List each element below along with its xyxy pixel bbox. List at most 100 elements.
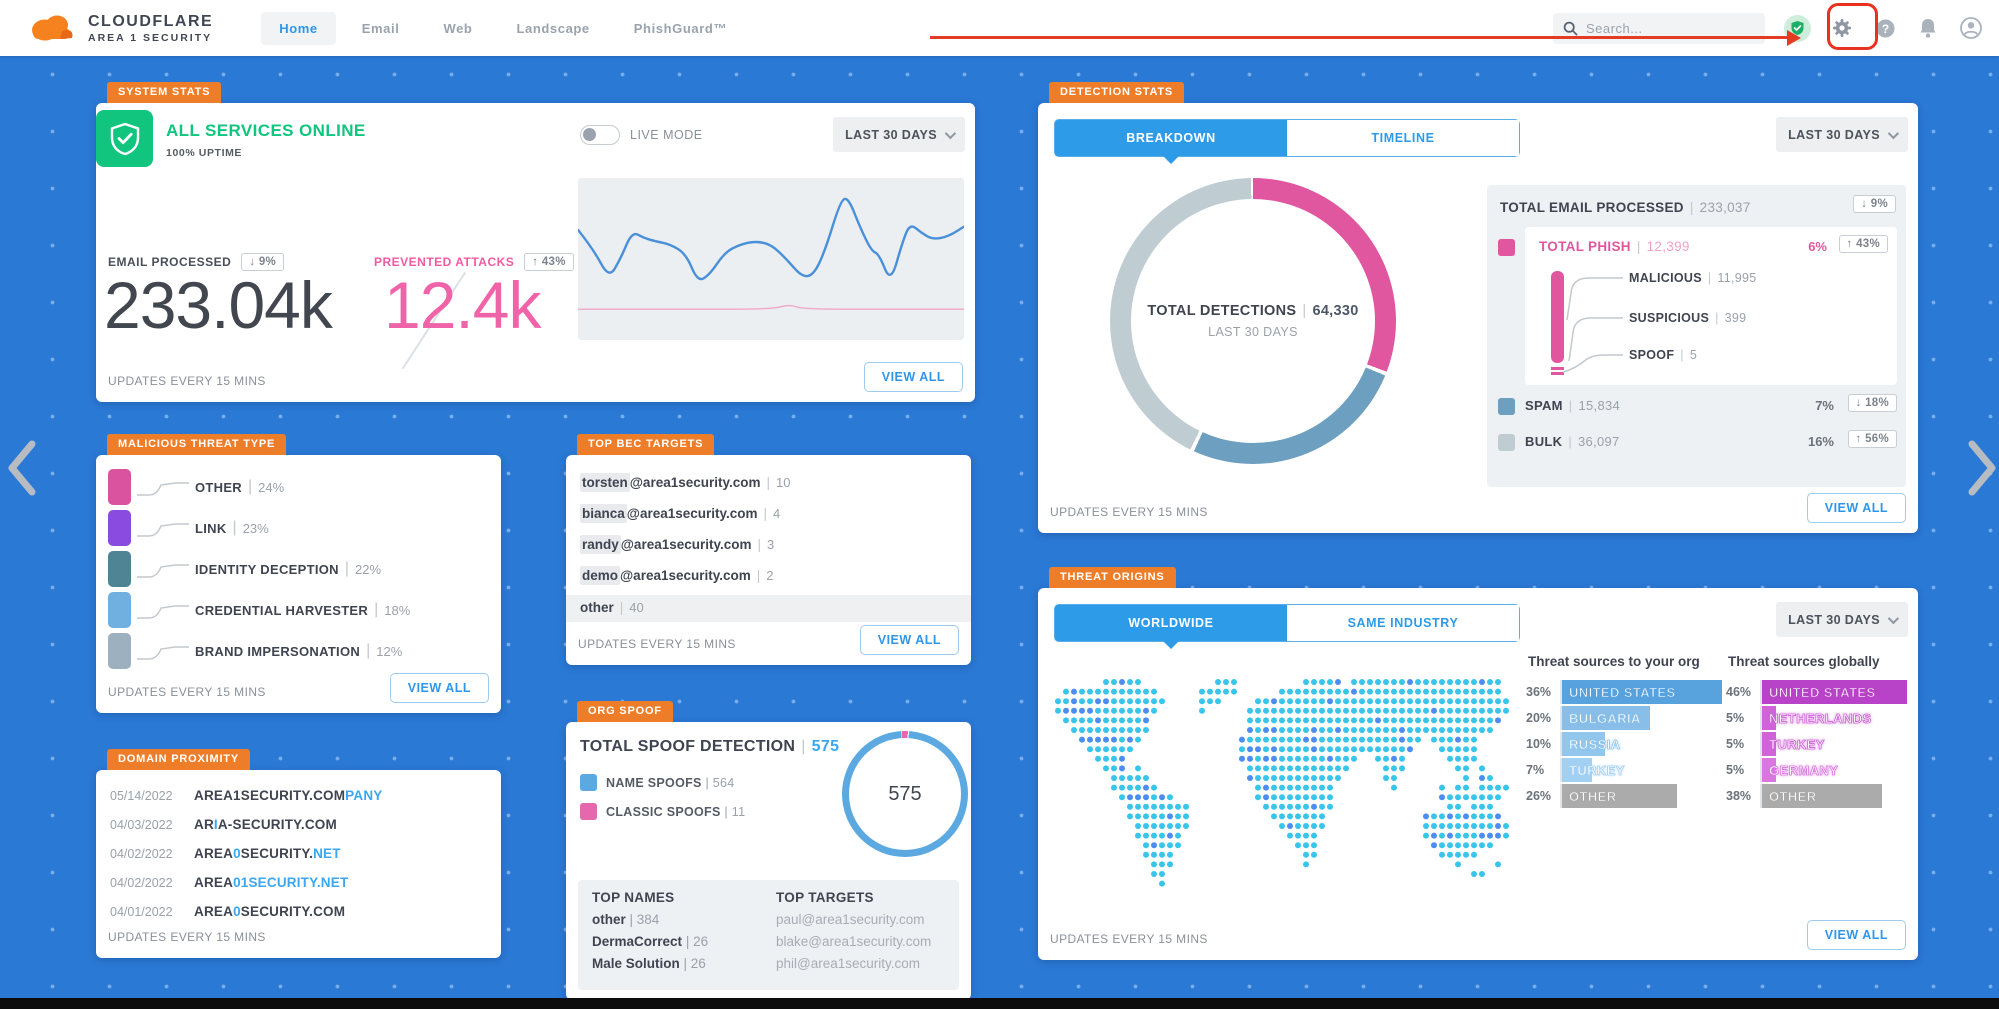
top-target-row: paul@area1security.com (776, 912, 925, 927)
top-target-row: blake@area1security.com (776, 934, 932, 949)
updates-label: UPDATES EVERY 15 MINS (578, 637, 736, 651)
total-email-delta-badge: ↓ 9% (1853, 195, 1896, 213)
domain-row: 05/14/2022 AREA1SECURITY.COMPANY (110, 788, 383, 803)
prevented-attacks-value: 12.4k (384, 268, 541, 342)
legend-swatch (580, 774, 597, 791)
donut-center-sub: LAST 30 DAYS (1208, 325, 1298, 339)
view-all-button[interactable]: VIEW ALL (859, 625, 959, 655)
phish-delta-badge: ↑ 43% (1838, 235, 1888, 253)
chevron-down-icon (1887, 612, 1900, 624)
nav-item-landscape[interactable]: Landscape (516, 20, 590, 36)
top-navbar: CLOUDFLARE AREA 1 SECURITY Home Email We… (0, 0, 1999, 56)
view-all-button[interactable]: VIEW ALL (389, 673, 489, 703)
world-dot-map (1044, 676, 1518, 901)
carousel-prev-arrow[interactable] (4, 438, 38, 498)
card-tag: DETECTION STATS (1049, 82, 1185, 103)
malicious-threat-type-card: MALICIOUS THREAT TYPE OTHER | 24% LINK | 23%… (96, 434, 501, 713)
bulk-row: BULK | 36,097 (1525, 434, 1620, 449)
threat-source-bar: 10% RUSSIA (1526, 732, 1621, 756)
brand-subname: AREA 1 SECURITY (88, 31, 213, 44)
nav-item-email[interactable]: Email (361, 20, 400, 36)
bar: RUSSIA (1560, 732, 1621, 756)
toggle-knob (583, 128, 596, 141)
shield-check-icon (110, 122, 139, 155)
threat-source-bar: 38% OTHER (1726, 784, 1882, 808)
malicious-row: MALICIOUS | 11,995 (1629, 271, 1757, 285)
threat-type-row: IDENTITY DECEPTION | 22% (108, 551, 381, 587)
view-all-button[interactable]: VIEW ALL (1806, 493, 1906, 523)
top-name-row: Male Solution | 26 (592, 956, 706, 971)
updates-label: UPDATES EVERY 15 MINS (108, 930, 266, 944)
nav-item-phishguard[interactable]: PhishGuard™ (633, 20, 728, 36)
domain-row: 04/03/2022 ARIA-SECURITY.COM (110, 817, 337, 832)
domain-proximity-card: DOMAIN PROXIMITY 05/14/2022 AREA1SECURITY… (96, 749, 501, 958)
notifications-button[interactable] (1916, 16, 1940, 40)
spam-percent: 7% (1815, 398, 1834, 413)
updates-label: UPDATES EVERY 15 MINS (108, 685, 266, 699)
bec-other-row: other | 40 (566, 595, 971, 622)
bar: UNITED STATES (1560, 680, 1722, 704)
bar: OTHER (1760, 784, 1882, 808)
system-stats-card: SYSTEM STATS ALL SERVICES ONLINE 100% UP… (96, 82, 975, 402)
threat-type-row: LINK | 23% (108, 510, 269, 546)
view-all-button[interactable]: VIEW ALL (1806, 920, 1906, 950)
threat-swatch (108, 469, 131, 505)
cloud-icon (32, 15, 73, 41)
phish-percent: 6% (1808, 239, 1827, 254)
carousel-next-arrow[interactable] (1966, 438, 1999, 498)
bar: OTHER (1560, 784, 1677, 808)
search-input[interactable] (1586, 20, 1746, 36)
toggle-track[interactable] (580, 125, 620, 145)
live-mode-toggle[interactable]: LIVE MODE (580, 125, 703, 145)
range-dropdown[interactable]: LAST 30 DAYS (833, 117, 965, 152)
bulk-percent: 16% (1807, 434, 1834, 449)
phish-sub-card: TOTAL PHISH | 12,399 6% ↑ 43% MALICIOUS | 11… (1525, 227, 1897, 385)
spam-swatch (1498, 398, 1515, 415)
uptime-label: 100% UPTIME (166, 147, 243, 159)
connector-line (137, 523, 189, 537)
suspicious-row: SUSPICIOUS | 399 (1629, 311, 1747, 325)
annotation-highlight-box (1827, 3, 1878, 50)
updates-label: UPDATES EVERY 15 MINS (1050, 932, 1208, 946)
connector-line (137, 564, 189, 578)
domain-row: 04/02/2022 AREA0SECURITY.NET (110, 846, 341, 861)
spoof-detail-box: TOP NAMES other | 384 DermaCorrect | 26 … (578, 880, 959, 990)
user-icon (1960, 17, 1982, 39)
svg-text:?: ? (1881, 22, 1888, 36)
threat-swatch (108, 510, 131, 546)
tab-timeline[interactable]: TIMELINE (1287, 120, 1519, 156)
spoof-donut-chart: 575 (842, 731, 968, 857)
global-sources-header: Threat sources globally (1728, 654, 1880, 669)
threat-source-bar: 26% OTHER (1526, 784, 1677, 808)
threat-source-bar: 7% TURKEY (1526, 758, 1625, 782)
spoof-title: TOTAL SPOOF DETECTION | 575 (580, 738, 840, 755)
domain-row: 04/02/2022 AREA01SECURITY.NET (110, 875, 349, 890)
connector-line (137, 646, 189, 660)
connector-line (137, 482, 189, 496)
legend-classic-spoofs: CLASSIC SPOOFS | 11 (580, 803, 745, 820)
tab-same-industry[interactable]: SAME INDUSTRY (1287, 605, 1519, 641)
tab-worldwide[interactable]: WORLDWIDE (1055, 605, 1287, 641)
top-names-header: TOP NAMES (592, 890, 675, 905)
view-all-button[interactable]: VIEW ALL (863, 362, 963, 392)
range-dropdown[interactable]: LAST 30 DAYS (1776, 117, 1908, 152)
threat-source-bar: 36% UNITED STATES (1526, 680, 1722, 704)
bar: UNITED STATES (1760, 680, 1908, 704)
tab-breakdown[interactable]: BREAKDOWN (1055, 120, 1287, 156)
brand-name: CLOUDFLARE (88, 12, 214, 30)
top-bec-targets-card: TOP BEC TARGETS torsten @area1security.co… (566, 434, 971, 665)
bar: NETHERLANDS (1760, 706, 1872, 730)
email-sparkline-chart (578, 178, 964, 340)
legend-name-spoofs: NAME SPOOFS | 564 (580, 774, 735, 791)
card-tag: ORG SPOOF (577, 701, 673, 722)
nav-item-home[interactable]: Home (261, 11, 336, 45)
live-mode-label: LIVE MODE (630, 128, 703, 142)
top-name-row: DermaCorrect | 26 (592, 934, 709, 949)
threat-swatch (108, 551, 131, 587)
account-button[interactable] (1959, 16, 1983, 40)
threat-type-row: OTHER | 24% (108, 469, 284, 505)
range-dropdown[interactable]: LAST 30 DAYS (1776, 602, 1908, 637)
bec-row: randy @area1security.com | 3 (580, 535, 775, 554)
updates-label: UPDATES EVERY 15 MINS (108, 374, 266, 388)
nav-item-web[interactable]: Web (443, 20, 473, 36)
